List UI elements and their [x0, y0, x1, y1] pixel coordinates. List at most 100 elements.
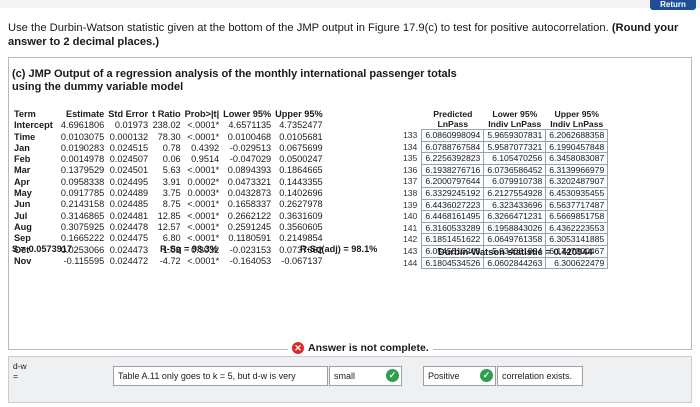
term-name: Mar [14, 165, 31, 176]
table-cell: 4.7352477 [279, 120, 323, 131]
table-cell: 0.3631609 [279, 210, 323, 221]
term-name: Apr [14, 176, 30, 187]
table-row: Jul 0.3146865 0.024481 12.85 <.0001* 0.266212… [12, 211, 325, 222]
table-cell: 6.2062688358 [545, 129, 609, 142]
table-row: Mar 0.1379529 0.024501 5.63 <.0001* 0.0894393… [12, 165, 325, 176]
table-cell: 0.0105681 [279, 131, 323, 142]
table-cell: 0.0500247 [279, 154, 323, 165]
table-cell: 6.3458083087 [545, 152, 609, 165]
table-cell: 0.3032 [191, 244, 220, 255]
header-upper95: Upper 95% [275, 109, 323, 119]
table-row: Apr 0.0958338 0.024495 3.91 0.0002* 0.0473321… [12, 177, 325, 188]
table-cell: 6.1851451622 [421, 233, 485, 246]
table-row: Intercept 4.6961806 0.01973 238.02 <.0001* 4.… [12, 120, 325, 131]
table-cell: 0.0014978 [60, 154, 105, 165]
table-cell: 0.1665222 [60, 233, 105, 244]
row-number: 136 [403, 164, 418, 175]
table-cell: 5.63 [162, 165, 181, 176]
table-cell: 0.9514 [191, 154, 220, 165]
table-row: Sep 0.1665222 0.024475 6.80 <.0001* 0.1180591… [12, 233, 325, 244]
question-body: Use the Durbin-Watson statistic given at… [8, 22, 609, 34]
term-name: Jun [14, 199, 31, 210]
return-button[interactable]: Return [650, 0, 696, 10]
row-number: 142 [403, 234, 418, 245]
table-cell: 6.4530935455 [545, 186, 609, 200]
table-cell: <.0001* [187, 165, 220, 176]
table-cell: 6.079910738 [483, 175, 547, 188]
table-cell: 0.1658337 [227, 199, 272, 210]
table-cell: 6.1938276716 [421, 163, 485, 177]
table-cell: 4.6571135 [228, 120, 272, 131]
table-cell: 6.2000797644 [421, 175, 485, 188]
header-predicted: Predicted LnPass [433, 109, 473, 129]
header-estimate: Estimate [65, 109, 105, 119]
table-cell: 6.3266471231 [483, 210, 547, 223]
row-number: 134 [403, 141, 418, 152]
term-name: May [14, 188, 32, 199]
table-cell: 0.024489 [109, 188, 149, 199]
table-row: 134 6.0788767584 5.9587077321 6.1990457848 [401, 140, 609, 154]
row-number: 143 [403, 245, 418, 256]
prediction-table: Predicted LnPass Lower 95% Indiv LnPass Up… [401, 109, 609, 270]
table-cell: 6.4362223553 [545, 221, 609, 235]
table-cell: 6.2127554928 [483, 186, 547, 200]
table-cell: 6.3139966979 [545, 163, 609, 177]
table-cell: 0.06 [162, 154, 181, 165]
table-row: May 0.0917785 0.024489 3.75 0.0003* 0.0432873… [12, 188, 325, 199]
table-cell: 6.1804534526 [421, 256, 485, 270]
check-icon: ✓ [480, 369, 493, 382]
table-cell: 0.024501 [109, 165, 149, 176]
table-cell: 6.3202487907 [545, 175, 609, 188]
row-number: 140 [403, 211, 418, 222]
table-cell: 0.1379529 [60, 165, 105, 176]
row-number: 137 [403, 176, 418, 187]
figure-caption: (c) JMP Output of a regression analysis … [12, 68, 457, 94]
table-cell: 0.0432873 [227, 188, 272, 199]
r-sq: R-Sq = 98.3% [160, 244, 218, 254]
table-cell: 0.1180591 [228, 233, 272, 244]
table-cell: 0.024473 [109, 244, 149, 255]
table-cell: 0.024478 [109, 221, 149, 232]
header-lower-indiv: Lower 95% Indiv LnPass [488, 109, 542, 129]
table-cell: <.0001* [187, 131, 220, 142]
table-cell: 0.0002* [187, 176, 220, 187]
term-name: Jan [14, 142, 30, 153]
table-cell: <.0001* [187, 120, 220, 131]
table-cell: 0.024515 [109, 142, 149, 153]
row-number: 133 [403, 130, 418, 140]
table-cell: 238.02 [152, 120, 181, 131]
conclusion-select-3[interactable]: correlation exists. [497, 366, 583, 386]
table-cell: 0.3075925 [60, 221, 105, 232]
table-cell: 4.6961806 [60, 120, 105, 131]
term-name: Jul [14, 210, 28, 221]
table-cell: 0.024485 [109, 199, 149, 210]
table-cell: 12.57 [157, 221, 181, 232]
table-cell: 6.0602844263 [483, 256, 547, 270]
table-cell: 0.2591245 [227, 221, 272, 232]
table-cell: 6.2256392823 [421, 152, 485, 165]
table-cell: 0.0103075 [60, 131, 105, 142]
conclusion-select-1[interactable]: Table A.11 only goes to k = 5, but d-w i… [113, 366, 328, 386]
table-cell: <.0001* [187, 255, 220, 266]
table-cell: 6.1958843026 [483, 221, 547, 235]
table-cell: 6.3053141885 [545, 233, 609, 246]
header-upper-indiv: Upper 95% Indiv LnPass [550, 109, 604, 129]
conclusion-select-2[interactable]: small [329, 366, 402, 386]
table-cell: 0.0473321 [227, 176, 272, 187]
term-name: Feb [14, 154, 31, 165]
header-std-error: Std Error [108, 109, 149, 119]
autocorrelation-type-select[interactable]: Positive [423, 366, 496, 386]
table-cell: -0.115595 [63, 255, 105, 266]
s-value: S = 0.0573917 [12, 244, 73, 254]
question-rounding-note: (Round your answer to 2 decimal places.) [8, 22, 679, 48]
table-cell: 5.9659307831 [483, 129, 547, 142]
table-cell: 0.2149854 [279, 233, 323, 244]
term-name: Aug [14, 221, 32, 232]
table-cell: 3.91 [162, 176, 181, 187]
term-name: Oct [14, 244, 30, 255]
check-icon: ✓ [386, 369, 399, 382]
table-cell: 6.4468161495 [421, 210, 485, 223]
header-prob: Prob>|t| [184, 109, 220, 119]
table-cell: 6.80 [162, 233, 181, 244]
table-cell: 0.1864665 [279, 165, 323, 176]
